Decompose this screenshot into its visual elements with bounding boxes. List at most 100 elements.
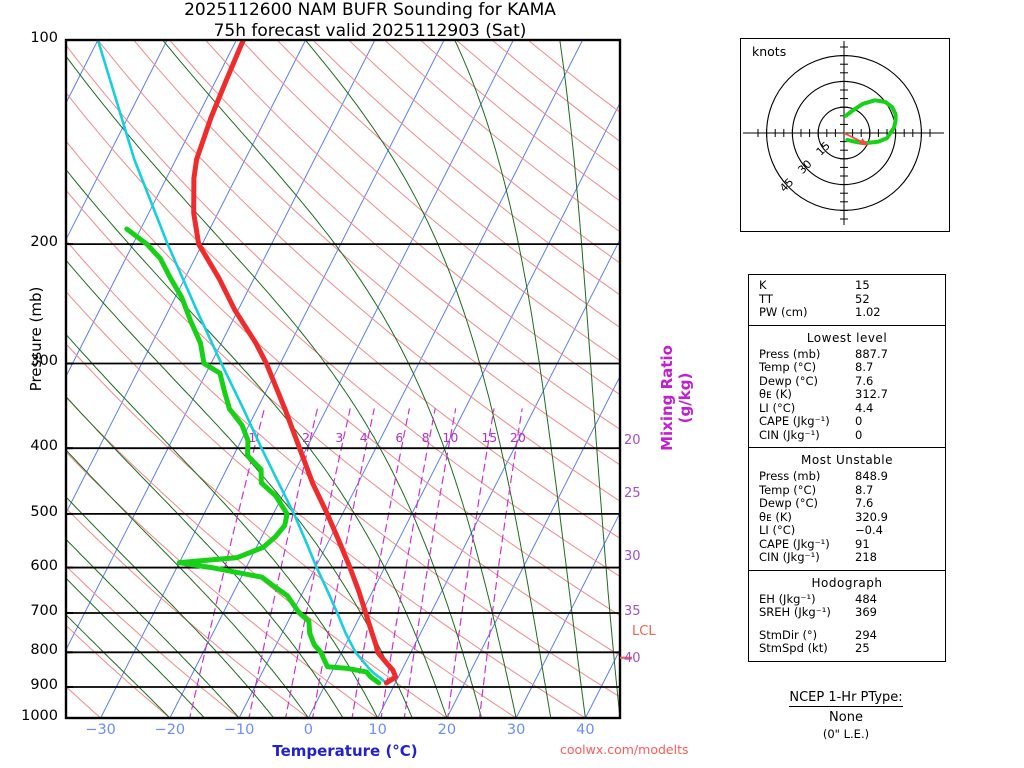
watermark: coolwx.com/modelts — [560, 742, 689, 757]
row-value: 91 — [855, 536, 870, 551]
height-tick-20: 20 — [624, 433, 641, 448]
temperature-tick-40: 40 — [576, 722, 595, 738]
row-label: TT — [759, 291, 773, 306]
row-value: 0 — [855, 427, 863, 442]
section-header: Lowest level — [806, 330, 888, 345]
pressure-tick-300: 300 — [30, 353, 58, 370]
row-label: StmDir (°) — [759, 627, 818, 642]
table-row: K 15 — [749, 278, 945, 293]
title-line-1: 2025112600 NAM BUFR Sounding for KAMA — [184, 0, 556, 20]
row-value: 7.6 — [855, 496, 874, 510]
row-value: 8.7 — [855, 360, 874, 374]
height-tick-30: 30 — [624, 549, 641, 564]
mixing-ratio-axis-label: Mixing Ratio (g/kg) — [658, 345, 694, 451]
pressure-tick-500: 500 — [30, 503, 58, 520]
hodograph-units-label: knots — [752, 44, 787, 59]
row-value: 8.7 — [855, 482, 874, 497]
title-line-2: 75h forecast valid 2025112903 (Sat) — [213, 21, 527, 41]
lowest-level-section: Lowest level Press (mb) 887.7 Temp (°C) … — [749, 326, 945, 448]
skewt-canvas — [64, 38, 632, 720]
table-row: CIN (Jkg⁻¹) 218 — [749, 550, 945, 565]
row-value: 369 — [855, 605, 877, 619]
row-value: −0.4 — [855, 523, 883, 537]
row-value: 15 — [855, 278, 870, 292]
row-label: Temp (°C) — [759, 482, 817, 497]
row-value: 484 — [855, 591, 877, 606]
row-label: θᴇ (K) — [759, 387, 792, 401]
row-label: CAPE (Jkg⁻¹) — [759, 536, 830, 551]
table-row: Dewp (°C) 7.6 — [749, 373, 945, 389]
row-value: 218 — [855, 550, 877, 564]
skewt-diagram — [64, 38, 632, 720]
table-row: SREH (Jkg⁻¹) 369 — [749, 605, 945, 620]
row-value: 320.9 — [855, 509, 888, 524]
ptype-liquid-equivalent: (0" L.E.) — [822, 727, 870, 741]
table-row: EH (Jkg⁻¹) 484 — [749, 591, 945, 607]
ptype-value: None — [829, 710, 863, 725]
row-value: 294 — [855, 627, 877, 642]
row-value: 25 — [855, 641, 870, 655]
row-label: EH (Jkg⁻¹) — [759, 591, 816, 606]
row-value: 1.02 — [855, 305, 881, 319]
row-label: StmSpd (kt) — [759, 641, 828, 655]
table-row: TT 52 — [749, 291, 945, 307]
mixing-ratio-tick-3: 3 — [335, 430, 344, 446]
row-label: K — [759, 278, 767, 292]
pressure-tick-700: 700 — [30, 602, 58, 619]
section-header: Most Unstable — [801, 453, 893, 467]
hodograph-stats-section: Hodograph EH (Jkg⁻¹) 484 SREH (Jkg⁻¹) 36… — [749, 571, 945, 661]
table-row: Temp (°C) 8.7 — [749, 482, 945, 498]
row-label: Press (mb) — [759, 469, 821, 483]
pressure-tick-100: 100 — [30, 30, 58, 46]
ptype-header: NCEP 1-Hr PType: — [789, 690, 903, 707]
pressure-tick-200: 200 — [30, 234, 58, 251]
table-row: θᴇ (K) 320.9 — [749, 509, 945, 525]
table-row: PW (cm) 1.02 — [749, 305, 945, 320]
temperature-tick-10: 10 — [368, 722, 387, 738]
mixing-ratio-tick-15: 15 — [481, 430, 498, 446]
temperature-tick-20: 20 — [437, 722, 457, 738]
row-value: 7.6 — [855, 373, 874, 388]
row-label: Dewp (°C) — [759, 496, 819, 510]
row-value: 848.9 — [855, 469, 888, 483]
row-label: θᴇ (K) — [759, 509, 792, 524]
chart-title: 2025112600 NAM BUFR Sounding for KAMA 75… — [0, 0, 740, 42]
row-value: 4.4 — [855, 400, 874, 415]
row-label: Press (mb) — [759, 346, 821, 361]
row-value: 312.7 — [855, 387, 888, 401]
table-row: Temp (°C) 8.7 — [749, 360, 945, 375]
height-tick-40: 40 — [624, 651, 641, 666]
temperature-tick--10: −10 — [223, 722, 255, 738]
row-value: 887.7 — [855, 346, 888, 361]
pressure-tick-900: 900 — [30, 676, 58, 693]
temperature-tick-0: 0 — [303, 722, 313, 738]
mixing-ratio-tick-10: 10 — [442, 430, 459, 446]
table-row: StmDir (°) 294 — [749, 627, 945, 643]
table-row: LI (°C) 4.4 — [749, 400, 945, 416]
storm-motion-arrowhead — [859, 138, 869, 146]
row-label: CAPE (Jkg⁻¹) — [759, 414, 830, 428]
section-header: Hodograph — [811, 575, 883, 590]
row-label: SREH (Jkg⁻¹) — [759, 605, 831, 619]
table-row: CAPE (Jkg⁻¹) 0 — [749, 414, 945, 429]
most-unstable-section: Most Unstable Press (mb) 848.9 Temp (°C)… — [749, 448, 945, 571]
row-label: LI (°C) — [759, 523, 796, 537]
temperature-tick--20: −20 — [154, 722, 186, 738]
temperature-tick-30: 30 — [506, 722, 526, 738]
row-label: Dewp (°C) — [759, 373, 819, 388]
hodograph-panel: 15 30 45 — [740, 38, 950, 232]
pressure-tick-600: 600 — [30, 557, 58, 574]
temperature-axis-label: Temperature (°C) — [272, 742, 418, 760]
table-row: Dewp (°C) 7.6 — [749, 496, 945, 511]
mixing-ratio-tick-20: 20 — [509, 430, 526, 446]
row-value: 52 — [855, 291, 870, 306]
table-row: θᴇ (K) 312.7 — [749, 387, 945, 402]
sounding-stats-table: K 15 TT 52 PW (cm) 1.02 Lowest level Pre… — [748, 274, 946, 662]
mixing-ratio-tick-1: 1 — [248, 430, 257, 446]
temperature-tick--30: −30 — [85, 722, 116, 738]
pressure-axis-label: Pressure (mb) — [27, 286, 45, 392]
table-row: CIN (Jkg⁻¹) 0 — [749, 427, 945, 443]
ptype-panel: NCEP 1-Hr PType: None (0" L.E.) — [728, 690, 964, 741]
mixing-ratio-tick-2: 2 — [302, 430, 311, 446]
